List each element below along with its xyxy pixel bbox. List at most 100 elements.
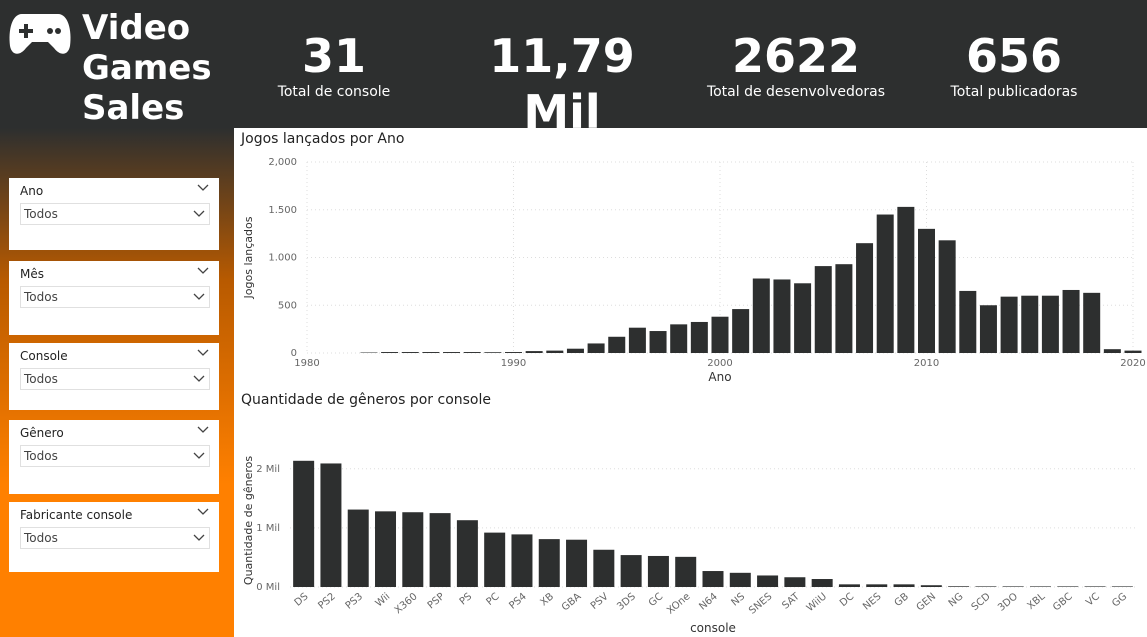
bar bbox=[538, 539, 560, 587]
bar bbox=[1057, 586, 1079, 587]
kpi-card: 31 Total de console bbox=[224, 28, 444, 100]
kpi-label: Total de desenvolvedoras bbox=[706, 84, 886, 100]
x-tick-label: WiiU bbox=[805, 591, 829, 614]
title-line: Sales bbox=[82, 88, 185, 128]
bar bbox=[835, 264, 853, 353]
chart: Quantidade de gêneros por console console… bbox=[241, 392, 1136, 635]
x-tick-label: DC bbox=[838, 591, 856, 609]
bar bbox=[959, 290, 977, 353]
x-tick-label: GG bbox=[1110, 591, 1129, 609]
bar bbox=[443, 352, 461, 353]
title-line: Video bbox=[82, 8, 191, 48]
chevron[interactable] bbox=[197, 184, 209, 192]
chevron[interactable] bbox=[193, 293, 205, 301]
bar bbox=[1029, 586, 1051, 587]
kpi-label: Total de jogos bbox=[513, 140, 611, 156]
slicer-label: Mês bbox=[20, 267, 44, 281]
bar bbox=[897, 206, 915, 353]
y-tick-label: 2,000 bbox=[268, 157, 297, 168]
slicer[interactable]: Mês Todos bbox=[9, 261, 219, 335]
x-tick-label: 2000 bbox=[707, 358, 732, 369]
bar bbox=[811, 579, 833, 587]
chart: Jogos lançados por Ano Ano Jogos lançados 0… bbox=[240, 131, 1146, 384]
bar bbox=[938, 240, 956, 353]
bar bbox=[979, 305, 997, 353]
bar bbox=[347, 509, 369, 587]
bar bbox=[593, 549, 615, 587]
slicer-dropdown[interactable]: Todos bbox=[20, 203, 210, 225]
chevron[interactable] bbox=[193, 210, 205, 218]
x-tick-label: XOne bbox=[665, 591, 692, 617]
x-tick-label: SAT bbox=[780, 591, 802, 612]
x-tick-label: PS2 bbox=[316, 591, 337, 611]
bar bbox=[675, 556, 697, 587]
slicer[interactable]: Gênero Todos bbox=[9, 420, 219, 494]
slicer-dropdown[interactable]: Todos bbox=[20, 445, 210, 467]
x-tick-label: VC bbox=[1084, 591, 1102, 608]
bar bbox=[1084, 586, 1106, 587]
x-tick-label: PS4 bbox=[507, 591, 528, 611]
kpi-value: 31 bbox=[301, 29, 366, 83]
title-line: Games bbox=[82, 48, 212, 88]
slicer-label: Ano bbox=[20, 184, 44, 198]
slicer-dropdown[interactable]: Todos bbox=[20, 286, 210, 308]
bar bbox=[1041, 295, 1059, 353]
bar bbox=[484, 352, 502, 353]
bar bbox=[608, 336, 626, 353]
slicer-dropdown[interactable]: Todos bbox=[20, 527, 210, 549]
chevron[interactable] bbox=[197, 508, 209, 516]
bar bbox=[463, 352, 481, 353]
slicer[interactable]: Ano Todos bbox=[9, 178, 219, 250]
chart-title: Jogos lançados por Ano bbox=[240, 131, 404, 147]
bar bbox=[732, 309, 750, 353]
x-axis-label: console bbox=[690, 621, 736, 635]
x-tick-label: N64 bbox=[697, 591, 720, 612]
chart-title: Quantidade de gêneros por console bbox=[241, 392, 491, 408]
chevron[interactable] bbox=[197, 267, 209, 275]
x-tick-label: NS bbox=[729, 591, 747, 608]
x-tick-label: GC bbox=[647, 591, 665, 609]
y-axis-label: Quantidade de gêneros bbox=[242, 456, 255, 585]
bar bbox=[566, 348, 584, 353]
bar bbox=[422, 352, 440, 353]
header bbox=[0, 0, 1147, 128]
y-tick-label: 0 bbox=[291, 348, 297, 359]
x-tick-label: 2010 bbox=[914, 358, 939, 369]
kpi-card: 656 Total publicadoras bbox=[904, 28, 1124, 100]
bar bbox=[1103, 349, 1121, 353]
chevron[interactable] bbox=[197, 426, 209, 434]
y-tick-label: 1 Mil bbox=[256, 523, 280, 534]
bar bbox=[856, 243, 874, 353]
chevron[interactable] bbox=[193, 375, 205, 383]
kpi-value: 11,79 Mil bbox=[489, 29, 635, 139]
x-tick-label: 2020 bbox=[1120, 358, 1145, 369]
slicer[interactable]: Fabricante console Todos bbox=[9, 502, 219, 572]
x-tick-label: GBC bbox=[1051, 591, 1074, 613]
bar bbox=[866, 584, 888, 587]
bar bbox=[1111, 586, 1133, 587]
bar bbox=[918, 228, 935, 353]
kpi-card: 2622 Total de desenvolvedoras bbox=[686, 28, 906, 100]
y-tick-label: 0 Mil bbox=[256, 582, 280, 593]
bar bbox=[429, 513, 451, 587]
y-tick-label: 2 Mil bbox=[256, 464, 280, 475]
slicer-dropdown[interactable]: Todos bbox=[20, 368, 210, 390]
chevron[interactable] bbox=[193, 534, 205, 542]
bar bbox=[711, 316, 729, 353]
bar bbox=[525, 351, 543, 353]
bar bbox=[784, 577, 806, 587]
x-tick-label: PSV bbox=[589, 591, 611, 612]
chevron[interactable] bbox=[193, 452, 205, 460]
kpi-card: 11,79 Mil Total de jogos bbox=[452, 28, 672, 156]
x-tick-label: GBA bbox=[560, 591, 584, 613]
slicer[interactable]: Console Todos bbox=[9, 343, 219, 410]
y-tick-label: 500 bbox=[278, 300, 297, 311]
chevron[interactable] bbox=[197, 349, 209, 357]
x-tick-label: PC bbox=[484, 591, 501, 608]
bar bbox=[628, 327, 646, 353]
x-tick-label: NG bbox=[947, 591, 966, 609]
bar bbox=[752, 278, 770, 353]
x-tick-label: PSP bbox=[426, 591, 447, 611]
x-tick-label: PS bbox=[458, 591, 475, 607]
bar bbox=[920, 585, 942, 587]
